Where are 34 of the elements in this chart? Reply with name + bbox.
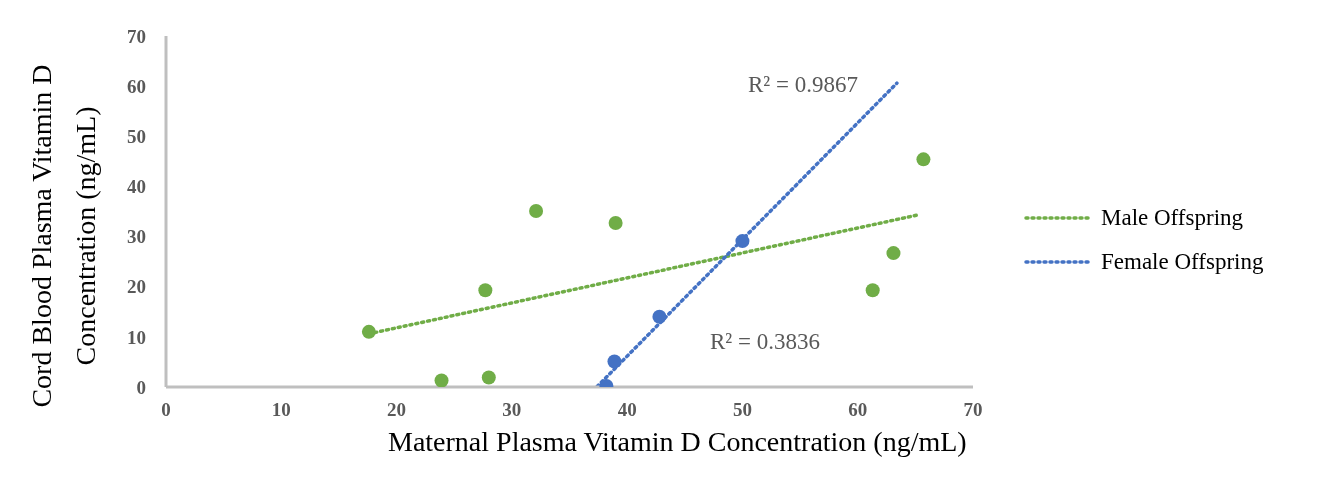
y-tick-label: 40 — [127, 176, 146, 198]
x-tick-label: 10 — [271, 399, 291, 421]
legend-label: Male Offspring — [1101, 205, 1244, 231]
point — [652, 309, 667, 324]
point — [865, 283, 880, 298]
point — [361, 324, 376, 339]
y-tick-label: 50 — [127, 126, 146, 148]
y-tick-label: 70 — [127, 25, 146, 47]
x-tick-label: 50 — [732, 399, 752, 421]
annotation: R² = 0.3836 — [710, 329, 820, 355]
x-tick-label: 40 — [617, 399, 637, 421]
y-tick-label: 30 — [127, 226, 146, 248]
y-tick-label: 20 — [127, 276, 146, 298]
point — [608, 216, 623, 231]
x-axis-title: Maternal Plasma Vitamin D Concentration (ng/mL) — [388, 426, 967, 458]
point — [478, 283, 493, 298]
point — [916, 152, 931, 167]
point — [481, 370, 496, 385]
y-tick-label: 10 — [127, 326, 146, 348]
y-tick-label: 60 — [127, 75, 146, 97]
y-tick-label: 0 — [136, 376, 146, 398]
point — [735, 234, 750, 249]
point — [886, 246, 901, 261]
point — [529, 204, 544, 218]
x-tick-label: 60 — [848, 399, 868, 421]
y-axis-title: Cord Blood Plasma Vitamin D Concentration (ng/mL) — [25, 63, 102, 410]
x-tick-label: 30 — [502, 399, 522, 421]
x-tick-label: 20 — [387, 399, 407, 421]
point — [434, 373, 449, 387]
point — [607, 354, 622, 369]
legend-label: Female Offspring — [1101, 249, 1264, 275]
x-tick-label: 70 — [963, 399, 983, 421]
x-tick-label: 0 — [161, 399, 171, 421]
annotation: R² = 0.9867 — [748, 72, 858, 98]
